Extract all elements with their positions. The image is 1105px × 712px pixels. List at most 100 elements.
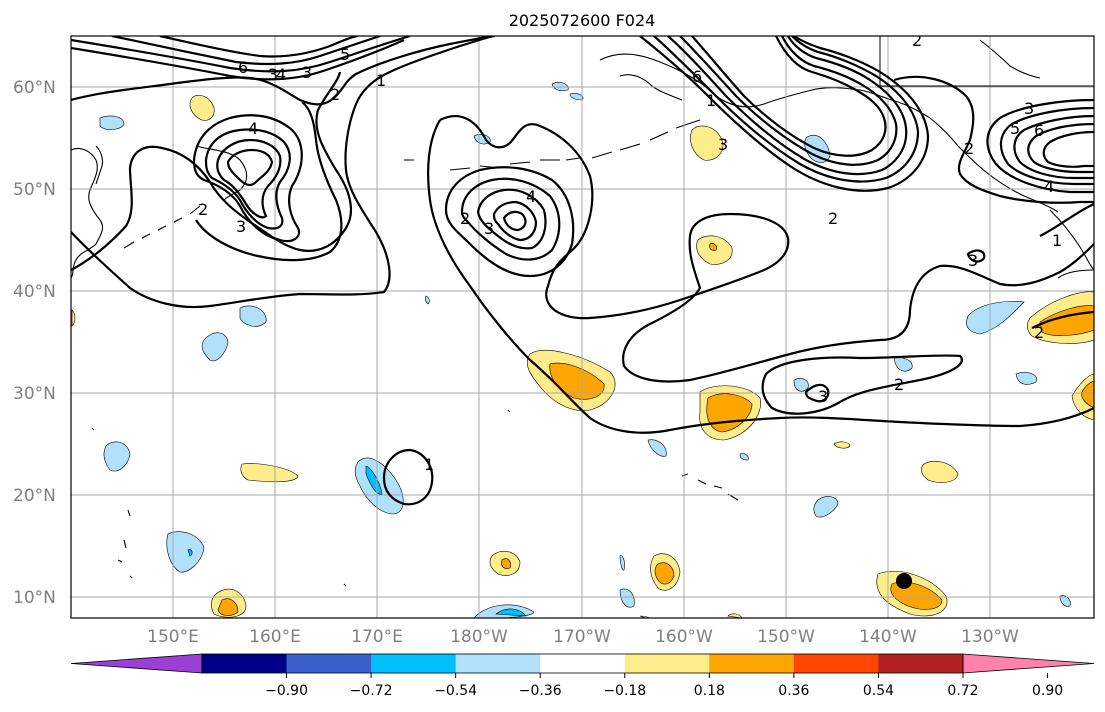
- anomaly-blob: [424, 295, 430, 305]
- anomaly-blob: [1081, 381, 1094, 409]
- contour-line: [639, 36, 930, 192]
- canada-inset-coast: [979, 39, 1041, 79]
- contour-labels: 6 4 5 3 1 4 3 2 2 3 4 2 3 1 6 2 3 2 2 3 …: [198, 31, 1062, 474]
- contour-label: 4: [1044, 177, 1054, 196]
- contour-line: [195, 101, 343, 262]
- lon-label: 130°W: [961, 627, 1019, 647]
- contour-label: 4: [276, 65, 286, 84]
- anomaly-blob: [654, 562, 675, 585]
- contour-label: 3: [302, 63, 312, 82]
- anomaly-blob: [966, 301, 1025, 335]
- contour-label: 2: [964, 139, 974, 158]
- inset-box: [879, 36, 1094, 87]
- contour-line: [761, 354, 963, 415]
- contour-line: [1027, 122, 1094, 174]
- contour-label: 1: [1052, 231, 1062, 250]
- lon-label: 150°W: [757, 627, 815, 647]
- colorbar-swatch: [793, 654, 879, 673]
- anomaly-blob: [813, 496, 839, 518]
- contour-label: 5: [1010, 119, 1020, 138]
- contour-line: [966, 249, 986, 263]
- lat-label: 50°N: [13, 180, 56, 200]
- negative-anomaly-shading: [99, 82, 1071, 618]
- anomaly-blob: [619, 588, 635, 608]
- lon-label: 160°W: [655, 627, 713, 647]
- anomaly-blob: [71, 309, 76, 327]
- colorbar-swatch: [709, 654, 795, 673]
- anomaly-blob: [893, 357, 913, 372]
- anomaly-blob: [1015, 372, 1037, 385]
- lon-label: 140°W: [859, 627, 917, 647]
- storm-center-dot: [896, 573, 912, 589]
- colorbar-outline: [201, 653, 964, 674]
- contours: [71, 36, 1094, 506]
- contour-label: 6: [1034, 121, 1044, 140]
- contour-line: [192, 114, 303, 243]
- contour-line: [159, 36, 359, 58]
- contour-line: [226, 148, 274, 187]
- colorbar-tick-label: 0.18: [694, 683, 725, 699]
- contour-line: [476, 188, 547, 250]
- lon-label: 170°W: [553, 627, 611, 647]
- lat-label: 40°N: [13, 282, 56, 302]
- contour-line: [653, 36, 920, 183]
- anomaly-blob: [690, 125, 724, 161]
- map-title: 2025072600 F024: [509, 11, 656, 30]
- contour-line: [427, 119, 1094, 434]
- lat-label: 10°N: [13, 588, 56, 608]
- contour-line: [460, 177, 561, 261]
- contour-line: [71, 38, 405, 81]
- sakhalin-coast: [95, 145, 104, 185]
- contour-line: [1042, 130, 1094, 168]
- colorbar-tick-label: −0.36: [519, 683, 562, 699]
- hawaii-islands: [681, 473, 739, 501]
- map-area: 6 4 5 3 1 4 3 2 2 3 4 2 3 1 6 2 3 2 2 3 …: [71, 31, 1094, 618]
- contour-label: 3: [268, 65, 278, 84]
- contour-line: [893, 75, 1094, 204]
- colorbar-swatch: [202, 654, 288, 673]
- contour-label: 2: [198, 200, 208, 219]
- anomaly-blob: [501, 558, 511, 569]
- contour-label: 3: [718, 135, 728, 154]
- colorbar-tick-label: 0.36: [778, 683, 809, 699]
- contour-line: [1013, 114, 1094, 180]
- asia-coastline: [71, 147, 104, 279]
- anomaly-blob: [187, 549, 193, 557]
- anomaly-blob: [365, 465, 383, 495]
- anomaly-blob: [1059, 595, 1071, 607]
- lat-label: 20°N: [13, 486, 56, 506]
- contour-line: [999, 106, 1094, 186]
- anomaly-blob: [833, 441, 851, 449]
- contour-line: [216, 138, 282, 219]
- contour-label: 1: [376, 71, 386, 90]
- contour-label: 2: [894, 375, 904, 394]
- colorbar-tick-label: −0.54: [434, 683, 477, 699]
- colorbar-tick-label: −0.72: [350, 683, 393, 699]
- anomaly-blob: [189, 95, 215, 121]
- anomaly-blob: [166, 531, 205, 573]
- anomaly-blob: [495, 608, 527, 617]
- contour-line: [492, 200, 538, 242]
- contour-label: 3: [484, 219, 494, 238]
- anomaly-blob: [103, 441, 131, 472]
- lon-label: 170°E: [351, 627, 403, 647]
- colorbar-tick-label: 0.72: [947, 683, 978, 699]
- colorbar-swatch: [371, 654, 457, 673]
- contour-line: [1039, 202, 1094, 237]
- contour-line: [502, 210, 527, 232]
- contour-label: 2: [330, 85, 340, 104]
- contour-label: 3: [236, 217, 246, 236]
- colorbar-swatch: [540, 654, 626, 673]
- lon-label: 160°E: [249, 627, 301, 647]
- contour-label: 2: [912, 31, 922, 50]
- contour-label: 6: [692, 67, 702, 86]
- contour-label: 6: [238, 58, 248, 77]
- contour-label: 1: [424, 455, 434, 474]
- contour-line: [71, 36, 491, 106]
- anomaly-blob: [201, 332, 229, 362]
- colorbar-tick-label: −0.18: [603, 683, 646, 699]
- contour-label: 4: [526, 187, 536, 206]
- contour-line: [71, 36, 496, 309]
- contour-label: 2: [460, 209, 470, 228]
